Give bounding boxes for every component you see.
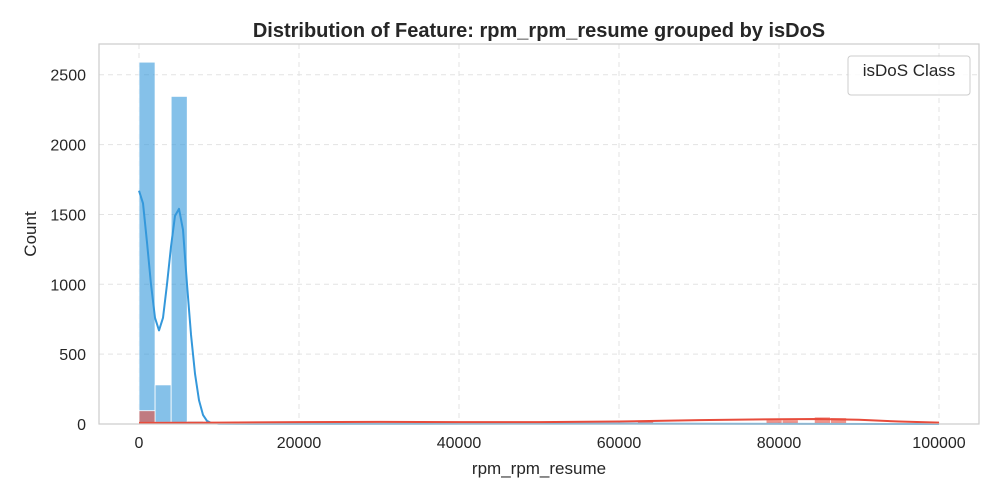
x-tick-label: 0: [135, 435, 144, 452]
y-tick-label: 500: [59, 347, 86, 364]
grid-lines: [99, 44, 979, 425]
x-tick-label: 60000: [597, 435, 642, 452]
y-axis-ticks: 0 500 1000 1500 2000 2500: [50, 68, 86, 434]
legend-title: isDoS Class: [863, 61, 956, 80]
histogram-bar-series-1: [154, 384, 172, 425]
plot-frame: [98, 43, 980, 425]
y-tick-label: 0: [77, 417, 86, 434]
y-tick-label: 1000: [50, 277, 86, 294]
y-tick-label: 2000: [50, 138, 86, 155]
x-axis-ticks: 0 20000 40000 60000 80000 100000: [135, 435, 966, 452]
y-tick-label: 2500: [50, 68, 86, 85]
x-tick-label: 40000: [437, 435, 482, 452]
x-axis-label: rpm_rpm_resume: [472, 459, 606, 478]
x-tick-label: 100000: [912, 435, 965, 452]
chart-title: Distribution of Feature: rpm_rpm_resume …: [253, 20, 825, 42]
y-tick-label: 1500: [50, 207, 86, 224]
y-axis-label: Count: [21, 211, 40, 257]
kde-line-series-2: [138, 417, 940, 424]
x-tick-label: 20000: [277, 435, 322, 452]
legend: isDoS Class: [847, 55, 971, 96]
x-tick-label: 80000: [757, 435, 802, 452]
legend-box: [847, 55, 971, 96]
